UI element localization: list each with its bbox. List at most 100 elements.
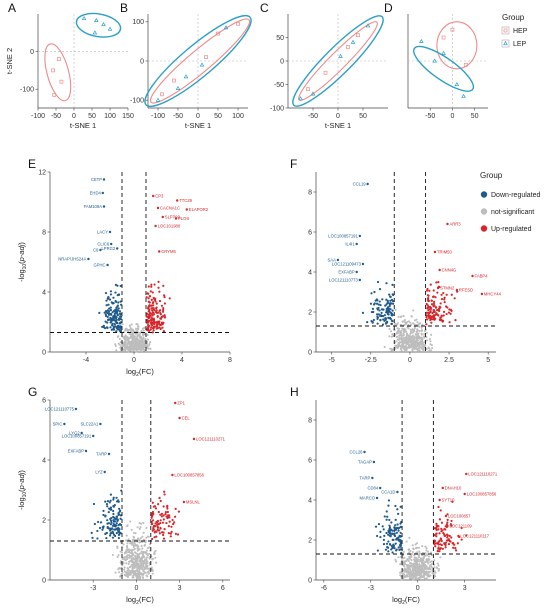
point-not-significant	[136, 553, 139, 556]
point-up-regulated	[453, 297, 456, 300]
point-not-significant	[131, 571, 134, 574]
point-not-significant	[140, 348, 143, 352]
data-point-hep	[356, 33, 360, 38]
point-not-significant	[418, 568, 421, 571]
point-not-significant	[423, 333, 426, 336]
point-down-regulated	[118, 530, 121, 533]
x-tick-label: 5	[486, 357, 490, 364]
point-up-regulated	[456, 542, 459, 545]
point-up-regulated	[425, 316, 428, 319]
confidence-ellipse-lep	[144, 14, 252, 108]
point-not-significant	[437, 567, 441, 571]
point-not-significant	[122, 349, 126, 352]
point-up-regulated	[442, 291, 445, 295]
point-down-regulated	[391, 309, 394, 312]
gene-label: LOC121109473	[332, 261, 362, 266]
point-not-significant	[429, 561, 432, 564]
point-down-regulated	[397, 529, 400, 532]
point-down-regulated	[104, 500, 107, 503]
point-down-regulated	[379, 318, 382, 322]
point-not-significant	[419, 322, 422, 325]
point-not-significant	[111, 553, 114, 557]
gene-label: CETP	[91, 177, 102, 182]
panel-H: H -6 -3 0 3 0 2 4 6 8 log2(FC) CCL26 TAGAP TARP CD84 MA…	[290, 385, 498, 606]
point-not-significant	[411, 349, 414, 352]
gene-label: CCA1D	[381, 489, 395, 494]
point-labeled-up	[158, 250, 161, 253]
data-point-lep	[155, 97, 161, 102]
point-down-regulated	[394, 527, 397, 530]
point-not-significant	[400, 571, 403, 574]
point-not-significant	[396, 332, 399, 335]
x-axis-label: log2(FC)	[126, 595, 154, 606]
point-labeled-down	[106, 263, 109, 267]
point-up-regulated	[163, 316, 167, 319]
point-not-significant	[122, 556, 125, 559]
gene-label: TARP	[96, 451, 107, 456]
point-up-regulated	[156, 528, 159, 532]
point-labeled-up	[178, 416, 181, 420]
point-not-significant	[411, 544, 414, 547]
point-not-significant	[412, 328, 416, 331]
point-not-significant	[420, 343, 423, 346]
confidence-ellipse-lep	[75, 12, 122, 38]
point-down-regulated	[399, 534, 402, 538]
point-down-regulated	[115, 522, 118, 525]
point-down-regulated	[387, 550, 390, 553]
gene-label: SPIC	[53, 421, 63, 426]
point-not-significant	[415, 546, 419, 549]
point-up-regulated	[157, 286, 160, 289]
point-not-significant	[145, 526, 148, 530]
point-not-significant	[394, 322, 397, 325]
point-up-regulated	[174, 532, 178, 535]
point-up-regulated	[434, 527, 437, 530]
point-down-regulated	[371, 321, 374, 324]
point-down-regulated	[103, 311, 106, 314]
point-down-regulated	[376, 316, 380, 319]
point-not-significant	[155, 561, 158, 564]
point-not-significant	[130, 560, 133, 563]
point-labeled-down	[363, 450, 366, 454]
point-not-significant	[422, 559, 425, 562]
point-up-regulated	[460, 526, 463, 530]
point-not-significant	[129, 573, 132, 576]
point-not-significant	[397, 343, 400, 346]
point-down-regulated	[397, 512, 400, 515]
point-up-regulated	[163, 527, 166, 531]
point-not-significant	[435, 566, 438, 569]
legend-volcano-item-label: Up-regulated	[491, 226, 532, 233]
point-not-significant	[142, 550, 146, 554]
point-not-significant	[124, 559, 127, 562]
point-up-regulated	[159, 327, 162, 331]
point-up-regulated	[146, 319, 149, 322]
point-not-significant	[427, 350, 431, 353]
point-down-regulated	[379, 303, 382, 307]
point-down-regulated	[390, 322, 393, 325]
point-up-regulated	[169, 532, 172, 535]
gene-label: SAA	[328, 257, 337, 262]
point-labeled-up	[463, 492, 466, 496]
point-up-regulated	[438, 309, 441, 313]
point-labeled-up	[457, 534, 460, 538]
point-up-regulated	[428, 289, 431, 292]
point-down-regulated	[391, 283, 394, 287]
point-down-regulated	[369, 302, 373, 305]
y-tick-label: 4	[42, 289, 46, 296]
point-down-regulated	[96, 537, 99, 540]
point-down-regulated	[395, 531, 398, 534]
point-not-significant	[134, 332, 137, 335]
point-down-regulated	[394, 504, 397, 508]
point-up-regulated	[157, 280, 160, 283]
point-down-regulated	[377, 303, 380, 306]
point-labeled-up	[171, 473, 174, 477]
point-not-significant	[128, 572, 131, 575]
point-not-significant	[143, 566, 146, 569]
point-up-regulated	[433, 300, 436, 303]
point-up-regulated	[438, 550, 441, 553]
y-tick-label: 50	[276, 35, 284, 42]
point-labeled-down	[110, 242, 113, 246]
point-not-significant	[404, 348, 407, 351]
point-not-significant	[420, 567, 423, 570]
point-not-significant	[421, 339, 424, 342]
point-not-significant	[142, 336, 145, 340]
